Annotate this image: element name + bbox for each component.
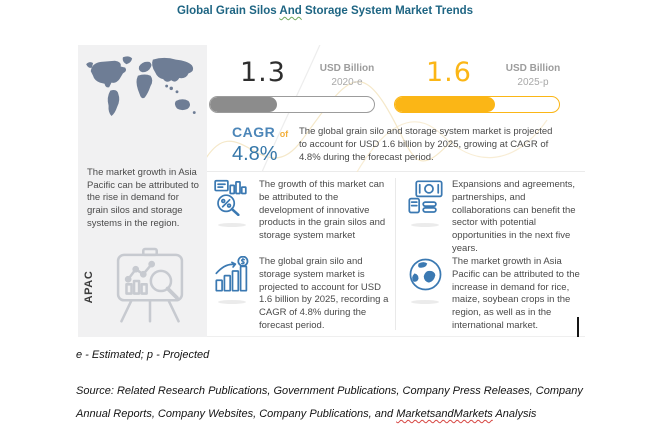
world-map-icon xyxy=(85,55,200,127)
insight-text: Expansions and agreements, partnerships,… xyxy=(452,179,576,255)
year-label-2025: 2025-p xyxy=(517,76,549,88)
insight-text: The market growth in Asia Pacific can be… xyxy=(452,256,580,332)
cagr-of-label: of xyxy=(279,129,289,139)
icon-shadow xyxy=(411,223,439,227)
progress-bar-2020 xyxy=(209,96,375,113)
insight-apac-demand: The market growth in Asia Pacific can be… xyxy=(405,256,582,333)
insight-innovation: The growth of this market can be attribu… xyxy=(212,179,392,243)
insight-text: The global grain silo and storage system… xyxy=(259,256,389,332)
apac-region-label: APAC xyxy=(83,270,95,304)
market-unit-2025: USD Billion 2025-p xyxy=(497,62,569,89)
cagr-value: 4.8% xyxy=(232,143,278,165)
source-spellcheck-word: MarketsandMarkets xyxy=(396,408,493,420)
title-spellcheck-word: And xyxy=(279,5,302,17)
apac-panel: The market growth in Asia Pacific can be… xyxy=(78,45,207,337)
source-attribution: Source: Related Research Publications, G… xyxy=(76,380,588,426)
globe-icon xyxy=(405,256,445,333)
progress-bar-2025 xyxy=(394,96,560,113)
apac-growth-note: The market growth in Asia Pacific can be… xyxy=(87,167,199,229)
icon-shadow xyxy=(218,300,246,304)
source-part2: Analysis xyxy=(492,408,537,420)
title-part2: Storage System Market Trends xyxy=(301,5,474,17)
footnote-estimated-projected: e - Estimated; p - Projected xyxy=(76,349,210,361)
insight-text: The growth of this market can be attribu… xyxy=(259,179,386,242)
infographic-panel: The market growth in Asia Pacific can be… xyxy=(78,45,585,337)
market-size-stats: 1.3 USD Billion 2020-e 1.6 USD Billion 2… xyxy=(207,45,585,172)
text-cursor xyxy=(577,317,579,337)
column-divider xyxy=(395,178,396,330)
money-investment-icon xyxy=(405,179,445,256)
title-part1: Global Grain Silos xyxy=(176,5,280,17)
market-analysis-icon xyxy=(212,179,252,243)
unit-label-2025: USD Billion xyxy=(505,63,561,74)
source-part1: Source: Related Research Publications, G… xyxy=(76,385,583,420)
market-unit-2020: USD Billion 2020-e xyxy=(311,62,383,89)
growth-bars-dollar-icon xyxy=(212,255,252,333)
insights-grid: The growth of this market can be attribu… xyxy=(207,172,585,337)
insight-projection: The global grain silo and storage system… xyxy=(212,255,392,333)
market-data-panel: 1.3 USD Billion 2020-e 1.6 USD Billion 2… xyxy=(207,45,585,337)
market-value-2020: 1.3 xyxy=(240,57,286,88)
market-summary-text: The global grain silo and storage system… xyxy=(299,126,553,163)
year-label-2020: 2020-e xyxy=(331,76,363,88)
unit-label-2020: USD Billion xyxy=(319,63,375,74)
market-value-2025: 1.6 xyxy=(426,57,472,88)
apac-region-block: APAC xyxy=(78,243,207,335)
icon-shadow xyxy=(218,223,246,227)
insight-expansions: Expansions and agreements, partnerships,… xyxy=(405,179,582,256)
bar-2020-fill xyxy=(210,97,278,112)
cagr-label: CAGR xyxy=(232,124,276,140)
bar-2025-fill xyxy=(395,97,496,112)
cagr-block: CAGR of 4.8% xyxy=(232,124,288,166)
icon-shadow xyxy=(411,300,439,304)
page-title: Global Grain Silos And Storage System Ma… xyxy=(0,5,650,17)
presentation-chart-magnifier-icon xyxy=(108,247,192,330)
